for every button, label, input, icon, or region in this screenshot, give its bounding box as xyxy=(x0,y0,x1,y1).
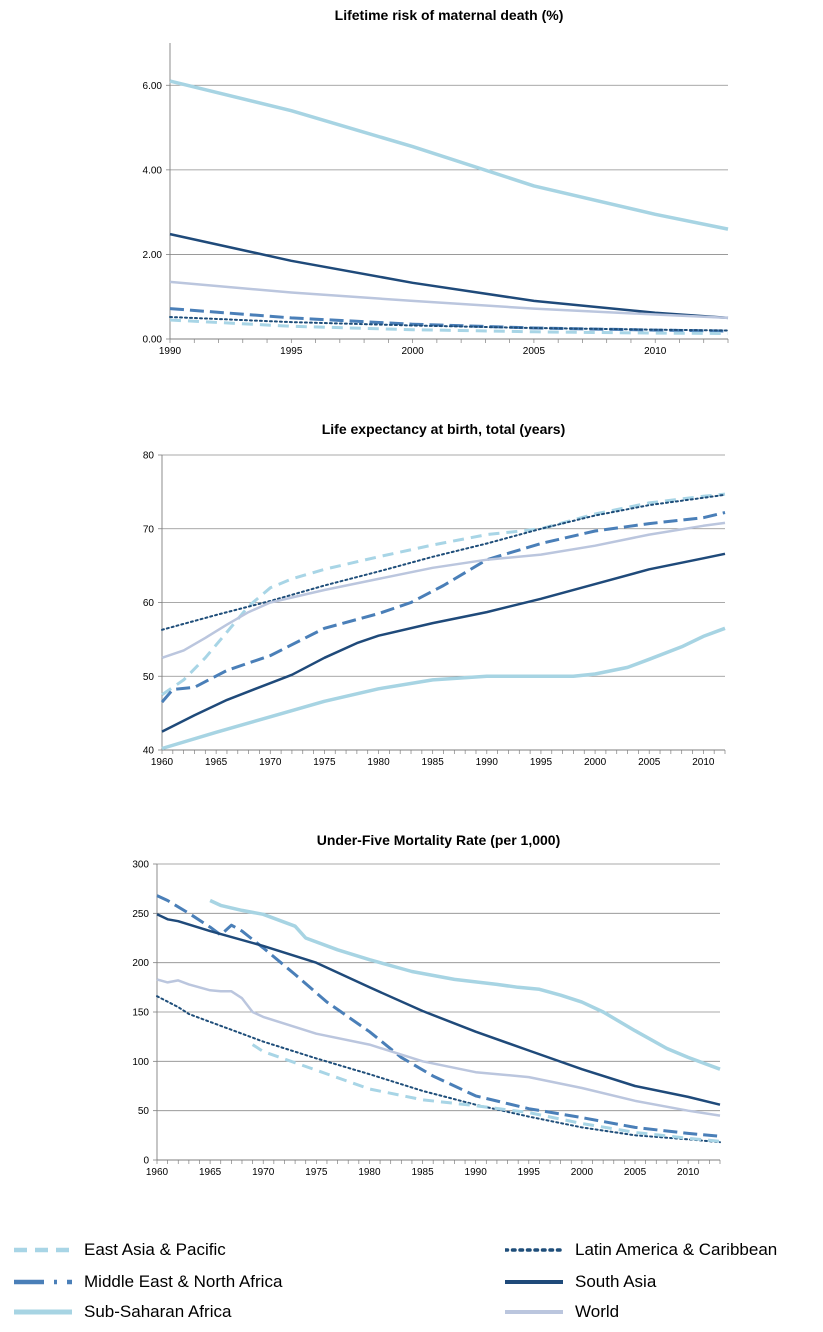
series-line-south-asia xyxy=(169,232,729,320)
legend-swatch xyxy=(14,1247,72,1253)
series-line-middle-east-and-north-africa xyxy=(169,307,729,333)
legend-label: Middle East & North Africa xyxy=(84,1272,283,1291)
x-tick-label: 2000 xyxy=(571,1167,594,1178)
x-tick-label: 1990 xyxy=(465,1167,488,1178)
y-tick-label: 6.00 xyxy=(143,81,163,92)
x-tick-label: 1990 xyxy=(159,346,182,357)
series-line-east-asia-and-pacific xyxy=(161,492,726,696)
x-tick-label: 2000 xyxy=(584,757,607,768)
x-tick-label: 1995 xyxy=(280,346,303,357)
x-tick-label: 1965 xyxy=(199,1167,222,1178)
legend-swatch xyxy=(505,1310,563,1314)
x-tick-label: 2005 xyxy=(523,346,546,357)
x-tick-label: 2000 xyxy=(401,346,424,357)
y-tick-label: 0 xyxy=(143,1156,149,1167)
legend-label: Latin America & Caribbean xyxy=(575,1240,778,1259)
x-tick-label: 2010 xyxy=(677,1167,700,1178)
legend-label: East Asia & Pacific xyxy=(84,1240,226,1259)
x-tick-label: 1990 xyxy=(476,757,499,768)
y-tick-label: 100 xyxy=(132,1057,149,1068)
x-tick-label: 1960 xyxy=(146,1167,169,1178)
x-tick-label: 1995 xyxy=(530,757,553,768)
y-tick-label: 2.00 xyxy=(143,250,163,261)
legend-swatch xyxy=(505,1280,563,1284)
x-tick-label: 1960 xyxy=(151,757,174,768)
x-tick-label: 1970 xyxy=(252,1167,275,1178)
x-tick-label: 1995 xyxy=(518,1167,541,1178)
x-tick-label: 1980 xyxy=(367,757,390,768)
series-line-sub-saharan-africa xyxy=(209,898,721,1071)
legend-swatch xyxy=(505,1248,565,1252)
series-line-latin-america-and-caribbean xyxy=(169,316,729,332)
legend-item-latin-america-and-caribbean: Latin America & Caribbean xyxy=(505,1238,777,1262)
legend-label: World xyxy=(575,1302,620,1321)
chart-2: Life expectancy at birth, total (years) 4… xyxy=(143,421,726,768)
series-line-south-asia xyxy=(156,913,721,1106)
chart-3: Under-Five Mortality Rate (per 1,000) 0 50… xyxy=(132,832,721,1178)
y-tick-label: 40 xyxy=(143,746,155,757)
series-line-world xyxy=(169,280,729,320)
chart-1: Lifetime risk of maternal death (%) 0.00 2… xyxy=(143,7,729,357)
series-line-latin-america-and-caribbean xyxy=(156,995,721,1144)
series-line-latin-america-and-caribbean xyxy=(161,493,726,631)
chart-title: Life expectancy at birth, total (years) xyxy=(322,421,566,437)
x-tick-label: 2010 xyxy=(692,757,715,768)
y-tick-label: 200 xyxy=(132,958,149,969)
x-tick-label: 2005 xyxy=(624,1167,647,1178)
x-tick-label: 1980 xyxy=(358,1167,381,1178)
y-tick-label: 0.00 xyxy=(143,335,163,346)
y-tick-label: 4.00 xyxy=(143,165,163,176)
y-tick-label: 70 xyxy=(143,524,155,535)
y-tick-label: 250 xyxy=(132,909,149,920)
series-line-middle-east-and-north-africa xyxy=(156,894,721,1138)
x-tick-label: 1975 xyxy=(305,1167,328,1178)
series-line-world xyxy=(161,521,726,659)
x-tick-label: 1965 xyxy=(205,757,228,768)
y-tick-label: 80 xyxy=(143,451,155,462)
legend-item-east-asia-and-pacific: East Asia & Pacific xyxy=(14,1238,226,1262)
series-line-sub-saharan-africa xyxy=(161,626,726,751)
x-tick-label: 2010 xyxy=(644,346,667,357)
chart-title: Under-Five Mortality Rate (per 1,000) xyxy=(317,832,561,848)
x-tick-label: 1985 xyxy=(411,1167,434,1178)
y-tick-label: 50 xyxy=(138,1106,150,1117)
legend-swatch xyxy=(14,1279,72,1285)
series-line-middle-east-and-north-africa xyxy=(160,511,726,704)
x-tick-label: 1985 xyxy=(422,757,445,768)
legend-label: South Asia xyxy=(575,1272,657,1291)
x-tick-label: 1970 xyxy=(259,757,282,768)
legend-label: Sub-Saharan Africa xyxy=(84,1302,232,1321)
y-tick-label: 60 xyxy=(143,598,155,609)
series-line-sub-saharan-africa xyxy=(169,79,729,231)
y-tick-label: 150 xyxy=(132,1008,149,1019)
chart-title: Lifetime risk of maternal death (%) xyxy=(335,7,564,23)
legend-item-world: World xyxy=(505,1300,619,1324)
series-line-world xyxy=(156,978,721,1117)
legend-swatch xyxy=(14,1309,72,1315)
legend-item-sub-saharan-africa: Sub-Saharan Africa xyxy=(14,1300,231,1324)
series-line-south-asia xyxy=(161,552,726,733)
x-tick-label: 1975 xyxy=(313,757,336,768)
legend: East Asia & Pacific Latin America & Carib… xyxy=(0,1228,823,1332)
y-tick-label: 50 xyxy=(143,672,155,683)
series-line-east-asia-and-pacific xyxy=(251,1043,721,1143)
y-tick-label: 300 xyxy=(132,860,149,871)
legend-item-south-asia: South Asia xyxy=(505,1270,656,1294)
x-tick-label: 2005 xyxy=(638,757,661,768)
legend-item-middle-east-and-north-africa: Middle East & North Africa xyxy=(14,1270,282,1294)
